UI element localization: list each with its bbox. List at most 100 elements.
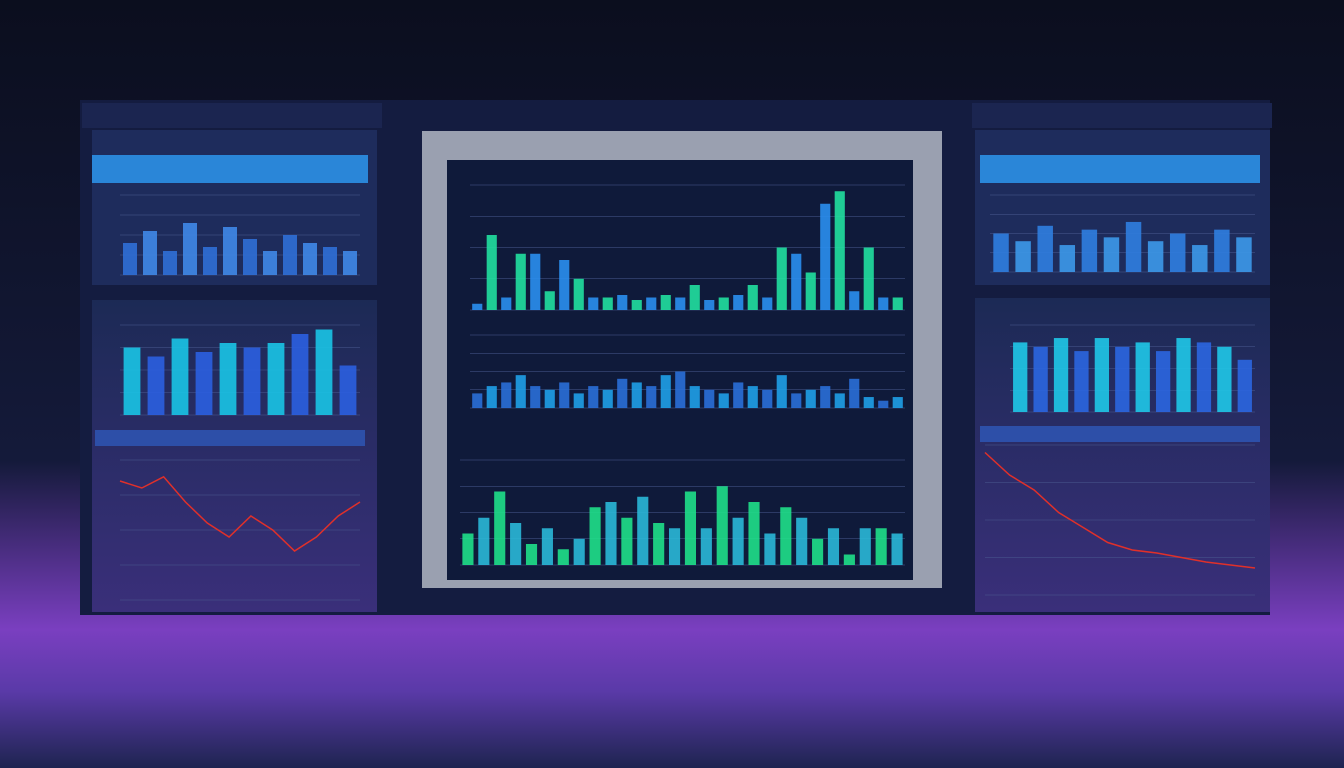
left-header: [82, 103, 382, 128]
bar: [1217, 346, 1232, 412]
bar: [820, 203, 831, 310]
bar: [700, 528, 712, 565]
bar: [573, 538, 585, 565]
bar: [805, 389, 816, 408]
bar: [472, 393, 483, 408]
bar: [1196, 342, 1212, 412]
bar: [605, 502, 617, 565]
bar: [1074, 351, 1089, 412]
bar: [878, 400, 889, 408]
bar: [573, 393, 584, 408]
bar: [1214, 229, 1230, 272]
bar: [501, 382, 512, 408]
bar: [764, 533, 776, 565]
bar: [1176, 338, 1191, 412]
bar: [472, 303, 483, 310]
bar: [718, 393, 729, 408]
bar: [1015, 241, 1031, 272]
bar: [653, 523, 665, 565]
bar: [892, 397, 903, 408]
bar: [747, 285, 758, 310]
bar: [510, 523, 522, 565]
bar: [1094, 338, 1110, 412]
bar: [530, 386, 541, 408]
bar: [1237, 359, 1252, 412]
bar: [780, 507, 792, 565]
bar: [675, 371, 686, 408]
bar: [544, 389, 555, 408]
bar: [646, 386, 657, 408]
bar: [684, 491, 697, 565]
bar: [123, 347, 141, 415]
bar: [621, 517, 633, 565]
bar: [1125, 221, 1142, 272]
bar: [203, 247, 217, 275]
bar: [796, 517, 808, 565]
bar: [748, 502, 760, 565]
bar: [791, 393, 802, 408]
bar: [1236, 237, 1252, 272]
bar: [478, 517, 490, 565]
bar: [123, 243, 137, 275]
bar: [863, 397, 874, 408]
bar: [263, 251, 277, 275]
bar: [646, 297, 657, 310]
bar: [716, 486, 728, 565]
bar: [163, 251, 177, 275]
bar: [147, 356, 165, 415]
bar: [704, 389, 715, 408]
bar: [501, 297, 512, 310]
bar: [1053, 338, 1069, 412]
bar: [849, 378, 860, 408]
bar: [573, 278, 584, 310]
bar: [195, 352, 213, 415]
bar: [704, 300, 715, 310]
bar: [602, 389, 613, 408]
bar: [602, 297, 613, 310]
bar: [219, 343, 237, 415]
bar: [183, 223, 197, 275]
bar: [1169, 233, 1186, 272]
bar: [588, 297, 599, 310]
bar: [849, 291, 860, 310]
right-header: [972, 103, 1272, 128]
bar: [291, 334, 309, 415]
bar: [762, 297, 773, 310]
bar: [733, 295, 744, 310]
bar: [515, 253, 526, 310]
bar: [1155, 351, 1171, 412]
bar: [689, 386, 700, 408]
bar: [171, 338, 189, 415]
bar: [323, 247, 337, 275]
bar: [637, 496, 649, 565]
bar: [689, 285, 700, 310]
bar: [834, 393, 845, 408]
bar: [303, 243, 317, 275]
bar: [732, 517, 744, 565]
bar: [223, 227, 237, 275]
bar: [559, 260, 570, 310]
bar: [494, 491, 506, 565]
line: [119, 475, 361, 552]
bar: [631, 300, 642, 310]
bar: [660, 295, 671, 310]
bar: [339, 365, 357, 415]
bar: [1135, 342, 1150, 412]
bar: [559, 382, 570, 408]
bar: [1059, 245, 1076, 272]
bar: [541, 528, 553, 565]
bar: [243, 239, 257, 275]
bar: [1115, 346, 1130, 412]
bar: [878, 297, 889, 310]
bar: [993, 233, 1009, 272]
bar: [827, 528, 840, 565]
bar: [343, 251, 357, 275]
bar: [631, 382, 642, 408]
bar: [1033, 346, 1048, 412]
bar: [805, 272, 816, 310]
bar: [525, 544, 538, 565]
bar: [617, 295, 628, 310]
line: [984, 451, 1256, 569]
bar: [1192, 245, 1208, 272]
